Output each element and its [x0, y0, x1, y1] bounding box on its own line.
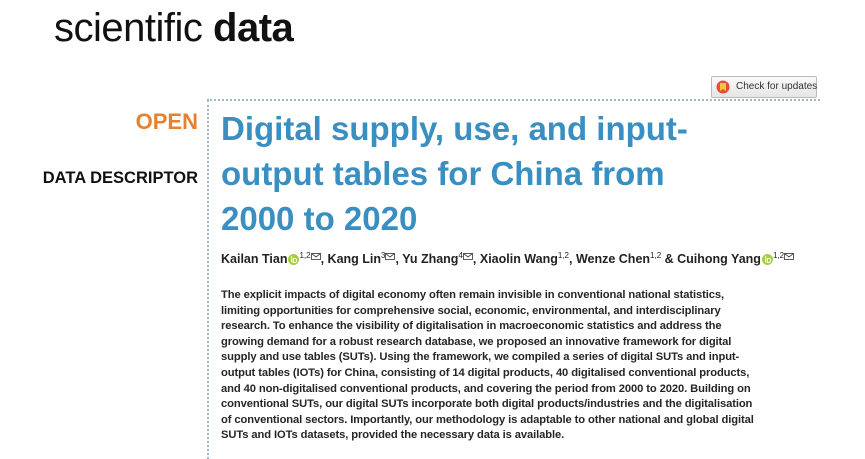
divider-vertical — [207, 100, 209, 459]
title-line: Digital supply, use, and input- — [221, 110, 688, 147]
email-icon — [310, 249, 321, 263]
affiliation: 1,2 — [299, 250, 311, 260]
updates-icon — [716, 80, 730, 94]
author: , Yu Zhang4 — [395, 249, 473, 266]
access-label: OPEN — [135, 109, 198, 134]
abstract-line: output tables (IOTs) for China, consisti… — [221, 366, 750, 379]
check-updates-label: Check for updates — [736, 81, 818, 92]
article-type: DATA DESCRIPTOR — [42, 169, 198, 187]
orcid-icon — [288, 254, 300, 268]
email-icon — [385, 249, 396, 263]
affiliation: 1,2 — [772, 250, 785, 260]
orcid-icon — [761, 254, 773, 268]
divider-horizontal — [207, 99, 820, 101]
abstract: The explicit impacts of digital economy … — [221, 288, 754, 444]
title-line: output tables for China from — [221, 155, 665, 192]
author: , Xiaolin Wang1,2 — [472, 250, 569, 266]
abstract-line: growing demand for a robust research dat… — [221, 335, 732, 348]
check-updates-button[interactable]: Check for updates — [711, 76, 817, 98]
author-name: , Wenze Chen — [569, 252, 651, 266]
abstract-line: and 40 non-digitalised conventional prod… — [221, 382, 751, 395]
journal-logo: scientific data — [54, 6, 294, 51]
email-icon — [784, 249, 794, 263]
author: & Cuihong Yang 1,2 — [661, 249, 794, 268]
journal-name-light: scientific — [54, 6, 203, 50]
author-name: , Xiaolin Wang — [472, 252, 558, 266]
title-line: 2000 to 2020 — [221, 200, 418, 237]
author-name: , Yu Zhang — [395, 252, 459, 266]
affiliation: 1,2 — [650, 250, 662, 260]
abstract-line: The explicit impacts of digital economy … — [221, 289, 724, 301]
author: , Kang Lin3 — [320, 249, 396, 266]
author-list: Kailan Tian 1,2, Kang Lin3, Yu Zhang4, Xi… — [221, 249, 794, 268]
abstract-line: research. To enhance the visibility of d… — [221, 320, 722, 333]
article-title: Digital supply, use, and input-output ta… — [221, 106, 688, 241]
author-name: , Kang Lin — [320, 252, 382, 266]
abstract-line: conventional SUTs, our digital SUTs inco… — [221, 398, 753, 411]
affiliation: 4 — [458, 250, 463, 260]
author: , Wenze Chen1,2 — [569, 250, 662, 266]
abstract-line: limiting opportunities for comprehensive… — [221, 304, 721, 317]
abstract-line: of conventional sectors. Importantly, ou… — [221, 413, 754, 426]
author-name: & Cuihong Yang — [661, 252, 761, 266]
abstract-line: supply and use tables (SUTs). Using the … — [221, 351, 740, 364]
email-icon — [463, 249, 473, 263]
author: Kailan Tian 1,2 — [221, 249, 321, 268]
author-name: Kailan Tian — [221, 252, 288, 266]
affiliation: 1,2 — [557, 250, 569, 260]
affiliation: 3 — [381, 250, 386, 260]
journal-name-bold: data — [213, 6, 294, 50]
abstract-line: SUTs and IOTs datasets, provided the nec… — [221, 429, 565, 442]
